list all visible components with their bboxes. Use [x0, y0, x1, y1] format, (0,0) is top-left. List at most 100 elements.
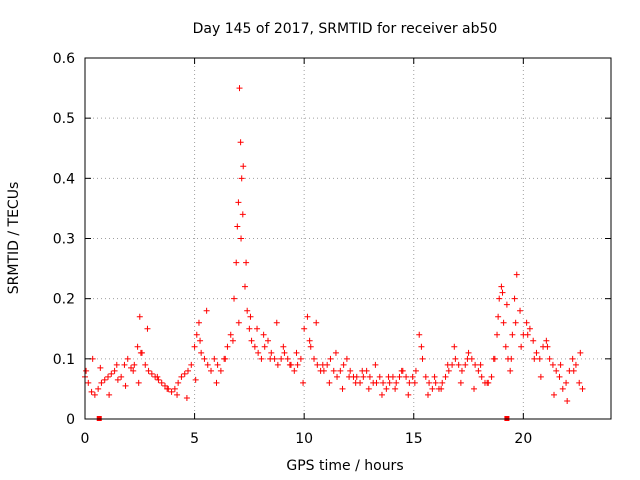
- data-point: [511, 295, 518, 302]
- data-point: [278, 355, 285, 362]
- x-tick-label: 0: [81, 431, 90, 447]
- data-point: [577, 349, 584, 356]
- data-point: [284, 355, 291, 362]
- data-point: [105, 373, 112, 380]
- data-point: [320, 367, 327, 374]
- data-point: [203, 307, 210, 314]
- data-point: [286, 361, 293, 368]
- data-point: [193, 331, 200, 338]
- data-point: [168, 388, 175, 395]
- data-point: [406, 379, 413, 386]
- data-point: [246, 325, 253, 332]
- data-point: [360, 373, 367, 380]
- data-point: [457, 379, 464, 386]
- data-point: [174, 391, 181, 398]
- data-point: [405, 391, 412, 398]
- x-axis-label: GPS time / hours: [286, 458, 403, 474]
- data-point: [144, 325, 151, 332]
- data-point: [507, 367, 514, 374]
- data-point: [418, 343, 425, 350]
- data-point: [108, 370, 115, 377]
- data-point: [217, 367, 224, 374]
- data-point: [307, 343, 314, 350]
- data-point: [118, 373, 125, 380]
- data-point: [204, 361, 211, 368]
- data-point: [393, 379, 400, 386]
- data-point: [536, 355, 543, 362]
- data-point: [533, 349, 540, 356]
- y-tick-label: 0.6: [53, 51, 75, 67]
- data-point: [422, 373, 429, 380]
- data-point: [546, 355, 553, 362]
- data-point: [281, 349, 288, 356]
- data-point: [353, 373, 360, 380]
- data-point: [233, 259, 240, 266]
- data-point: [326, 379, 333, 386]
- data-point: [426, 379, 433, 386]
- data-point: [579, 385, 586, 392]
- data-point: [432, 379, 439, 386]
- data-point: [158, 379, 165, 386]
- data-point: [569, 355, 576, 362]
- data-point: [234, 223, 241, 230]
- data-point: [241, 283, 248, 290]
- data-point: [445, 367, 452, 374]
- data-point: [517, 307, 524, 314]
- data-point: [130, 367, 137, 374]
- data-point: [576, 379, 583, 386]
- y-tick-label: 0.3: [53, 232, 75, 248]
- data-point: [439, 379, 446, 386]
- data-point: [88, 388, 95, 395]
- data-point: [530, 337, 537, 344]
- data-point: [188, 361, 195, 368]
- data-point: [340, 361, 347, 368]
- data-point: [366, 373, 373, 380]
- data-point: [477, 361, 484, 368]
- data-point: [83, 367, 90, 374]
- data-point: [498, 283, 505, 290]
- data-point: [97, 364, 104, 371]
- data-point: [412, 367, 419, 374]
- data-point: [155, 376, 162, 383]
- axis-ticks: 0 5 10 15 20 0 0.1 0.2 0.3 0.4 0.5 0.6: [53, 51, 611, 447]
- data-point: [137, 349, 144, 356]
- data-point: [465, 349, 472, 356]
- data-point: [197, 337, 204, 344]
- data-point: [238, 235, 245, 242]
- data-point: [195, 319, 202, 326]
- data-point: [396, 373, 403, 380]
- data-point: [411, 379, 418, 386]
- data-point: [191, 343, 198, 350]
- data-point: [300, 379, 307, 386]
- data-point: [518, 343, 525, 350]
- data-point: [238, 175, 245, 182]
- data-point: [198, 349, 205, 356]
- data-point: [458, 367, 465, 374]
- data-point: [235, 199, 242, 206]
- data-point: [121, 361, 128, 368]
- data-point: [551, 391, 558, 398]
- data-point: [154, 373, 161, 380]
- data-point: [244, 307, 251, 314]
- data-point: [131, 361, 138, 368]
- data-point: [258, 355, 265, 362]
- data-point: [559, 385, 566, 392]
- gridlines: [85, 58, 611, 419]
- data-point: [352, 379, 359, 386]
- y-tick-label: 0: [66, 412, 75, 428]
- data-point: [444, 361, 451, 368]
- y-tick-label: 0.1: [53, 352, 75, 368]
- data-point: [429, 385, 436, 392]
- x-tick-label: 5: [190, 431, 199, 447]
- data-point: [319, 361, 326, 368]
- data-point: [334, 373, 341, 380]
- data-point: [524, 331, 531, 338]
- data-point: [178, 373, 185, 380]
- data-point: [175, 379, 182, 386]
- data-point: [385, 373, 392, 380]
- data-point: [462, 361, 469, 368]
- data-point: [248, 337, 255, 344]
- data-point: [556, 373, 563, 380]
- data-point: [171, 385, 178, 392]
- data-point: [236, 85, 243, 92]
